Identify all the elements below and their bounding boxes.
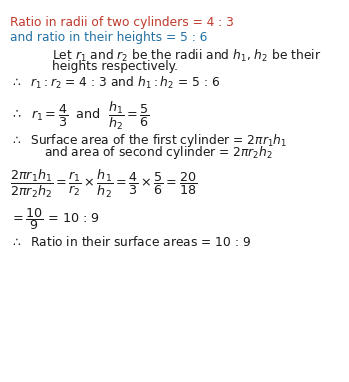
Text: $= \dfrac{10}{9}$ = 10 : 9: $= \dfrac{10}{9}$ = 10 : 9 xyxy=(10,206,101,231)
Text: Let $r_1$ and $r_2$ be the radii and $h_1$, $h_2$ be their: Let $r_1$ and $r_2$ be the radii and $h_… xyxy=(52,48,322,64)
Text: Ratio in radii of two cylinders = 4 : 3: Ratio in radii of two cylinders = 4 : 3 xyxy=(10,16,234,29)
Text: $\therefore$  Surface area of the first cylinder = $2\pi r_1 h_1$: $\therefore$ Surface area of the first c… xyxy=(10,132,288,149)
Text: $\dfrac{2\pi r_1 h_1}{2\pi r_2 h_2} = \dfrac{r_1}{r_2} \times \dfrac{h_1}{h_2} =: $\dfrac{2\pi r_1 h_1}{2\pi r_2 h_2} = \d… xyxy=(10,168,198,200)
Text: $\therefore$  $r_1 : r_2$ = 4 : 3 and $h_1 : h_2$ = 5 : 6: $\therefore$ $r_1 : r_2$ = 4 : 3 and $h_… xyxy=(10,74,221,91)
Text: $\therefore$  $r_1 = \dfrac{4}{3}$  and  $\dfrac{h_1}{h_2} = \dfrac{5}{6}$: $\therefore$ $r_1 = \dfrac{4}{3}$ and $\… xyxy=(10,99,150,131)
Text: heights respectively.: heights respectively. xyxy=(52,60,178,73)
Text: $\therefore$  Ratio in their surface areas = 10 : 9: $\therefore$ Ratio in their surface area… xyxy=(10,235,252,249)
Text: and area of second cylinder = $2\pi r_2 h_2$: and area of second cylinder = $2\pi r_2 … xyxy=(44,144,273,162)
Text: and ratio in their heights = 5 : 6: and ratio in their heights = 5 : 6 xyxy=(10,31,208,44)
